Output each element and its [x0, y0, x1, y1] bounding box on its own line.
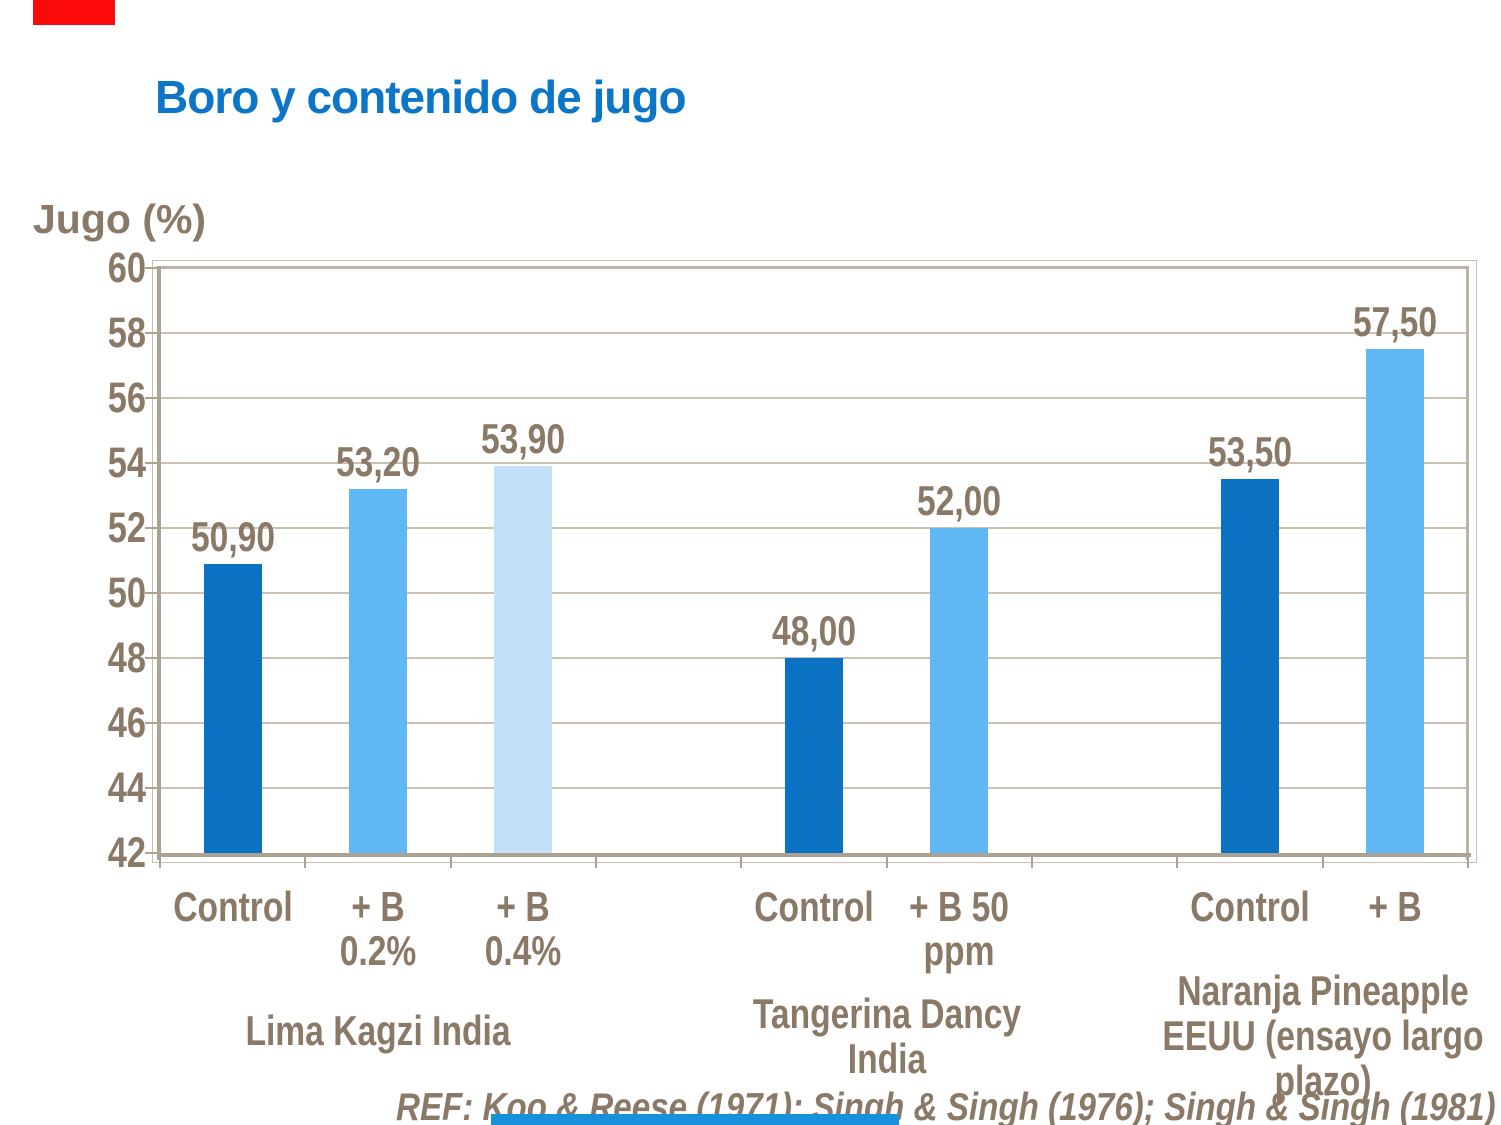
- group-label-2: Tangerina Dancy: [752, 990, 1021, 1037]
- bottom-accent-bar: [491, 1114, 899, 1125]
- gridline: [161, 592, 1467, 594]
- bar-+ b: [1366, 349, 1425, 853]
- gridline: [161, 397, 1467, 399]
- x-tick-mark: [595, 857, 597, 868]
- x-category-label: ppm: [923, 927, 995, 974]
- y-tick-label: 44: [107, 764, 146, 812]
- y-tick-label: 52: [107, 504, 146, 552]
- y-tick-mark: [145, 592, 157, 594]
- bar-+ b-0.2%: [349, 489, 407, 853]
- gridline: [161, 527, 1467, 529]
- bar-control: [785, 658, 843, 853]
- y-tick-label: 56: [107, 374, 146, 422]
- bar-value-label: 53,90: [481, 415, 566, 463]
- bar-control: [1221, 479, 1279, 853]
- y-tick-mark: [145, 397, 157, 399]
- top-left-accent-bar: [33, 0, 115, 25]
- gridline: [161, 462, 1467, 464]
- x-tick-mark: [740, 857, 743, 868]
- x-category-label: + B 50: [909, 883, 1010, 930]
- y-tick-mark: [145, 722, 157, 724]
- gridline: [161, 332, 1467, 334]
- x-category-label: + B: [496, 883, 550, 930]
- x-tick-mark: [1176, 857, 1179, 868]
- group-label-3: EEUU (ensayo largo: [1162, 1012, 1484, 1059]
- y-tick-mark: [145, 267, 157, 269]
- plot-outer-frame: [152, 260, 1477, 863]
- y-tick-label: 48: [107, 634, 146, 682]
- bar-control: [203, 563, 262, 853]
- y-tick-mark: [145, 332, 157, 334]
- y-tick-mark: [145, 462, 157, 464]
- x-tick-mark: [159, 857, 161, 868]
- x-tick-mark: [885, 857, 888, 868]
- x-category-label: Control: [1190, 883, 1310, 930]
- bar-+ b 50-ppm: [930, 528, 989, 853]
- x-tick-mark: [1031, 857, 1033, 868]
- page-title: Boro y contenido de jugo: [155, 71, 687, 123]
- bar-value-label: 53,50: [1207, 428, 1293, 476]
- y-tick-label: 42: [107, 829, 146, 877]
- group-label-3: Naranja Pineapple: [1176, 967, 1469, 1014]
- x-category-label: + B: [1368, 883, 1422, 930]
- x-category-label: Control: [172, 883, 293, 930]
- y-tick-label: 58: [107, 309, 146, 357]
- x-category-label: + B: [351, 883, 405, 930]
- x-tick-mark: [1321, 857, 1324, 868]
- plot-frame-top: [160, 266, 1468, 269]
- y-tick-mark: [145, 527, 157, 529]
- y-tick-label: 50: [107, 569, 146, 617]
- bar-value-label: 48,00: [771, 607, 857, 654]
- x-category-label: 0.2%: [339, 927, 417, 974]
- group-label-1: Lima Kagzi India: [245, 1007, 511, 1054]
- bar-value-label: 57,50: [1353, 298, 1438, 346]
- y-axis-line: [157, 266, 161, 860]
- x-category-label: Control: [754, 883, 874, 930]
- y-tick-label: 46: [107, 699, 146, 747]
- y-tick-mark: [145, 787, 157, 789]
- y-tick-mark: [145, 657, 157, 659]
- group-label-2: India: [847, 1035, 926, 1082]
- bar-value-label: 50,90: [190, 512, 275, 560]
- x-tick-mark: [304, 857, 307, 868]
- bar-+ b-0.4%: [494, 466, 553, 853]
- x-axis-line: [157, 853, 1471, 857]
- y-axis-title: Jugo (%): [33, 196, 207, 242]
- x-category-label: 0.4%: [485, 927, 562, 974]
- y-tick-label: 54: [107, 439, 146, 487]
- y-tick-label: 60: [107, 244, 146, 292]
- x-tick-mark: [449, 857, 452, 868]
- plot-frame-right: [1466, 266, 1469, 860]
- x-tick-mark: [1467, 857, 1469, 868]
- group-label-3: plazo): [1274, 1057, 1372, 1104]
- bar-value-label: 53,20: [335, 438, 421, 485]
- bar-value-label: 52,00: [917, 477, 1002, 524]
- y-tick-mark: [145, 852, 157, 854]
